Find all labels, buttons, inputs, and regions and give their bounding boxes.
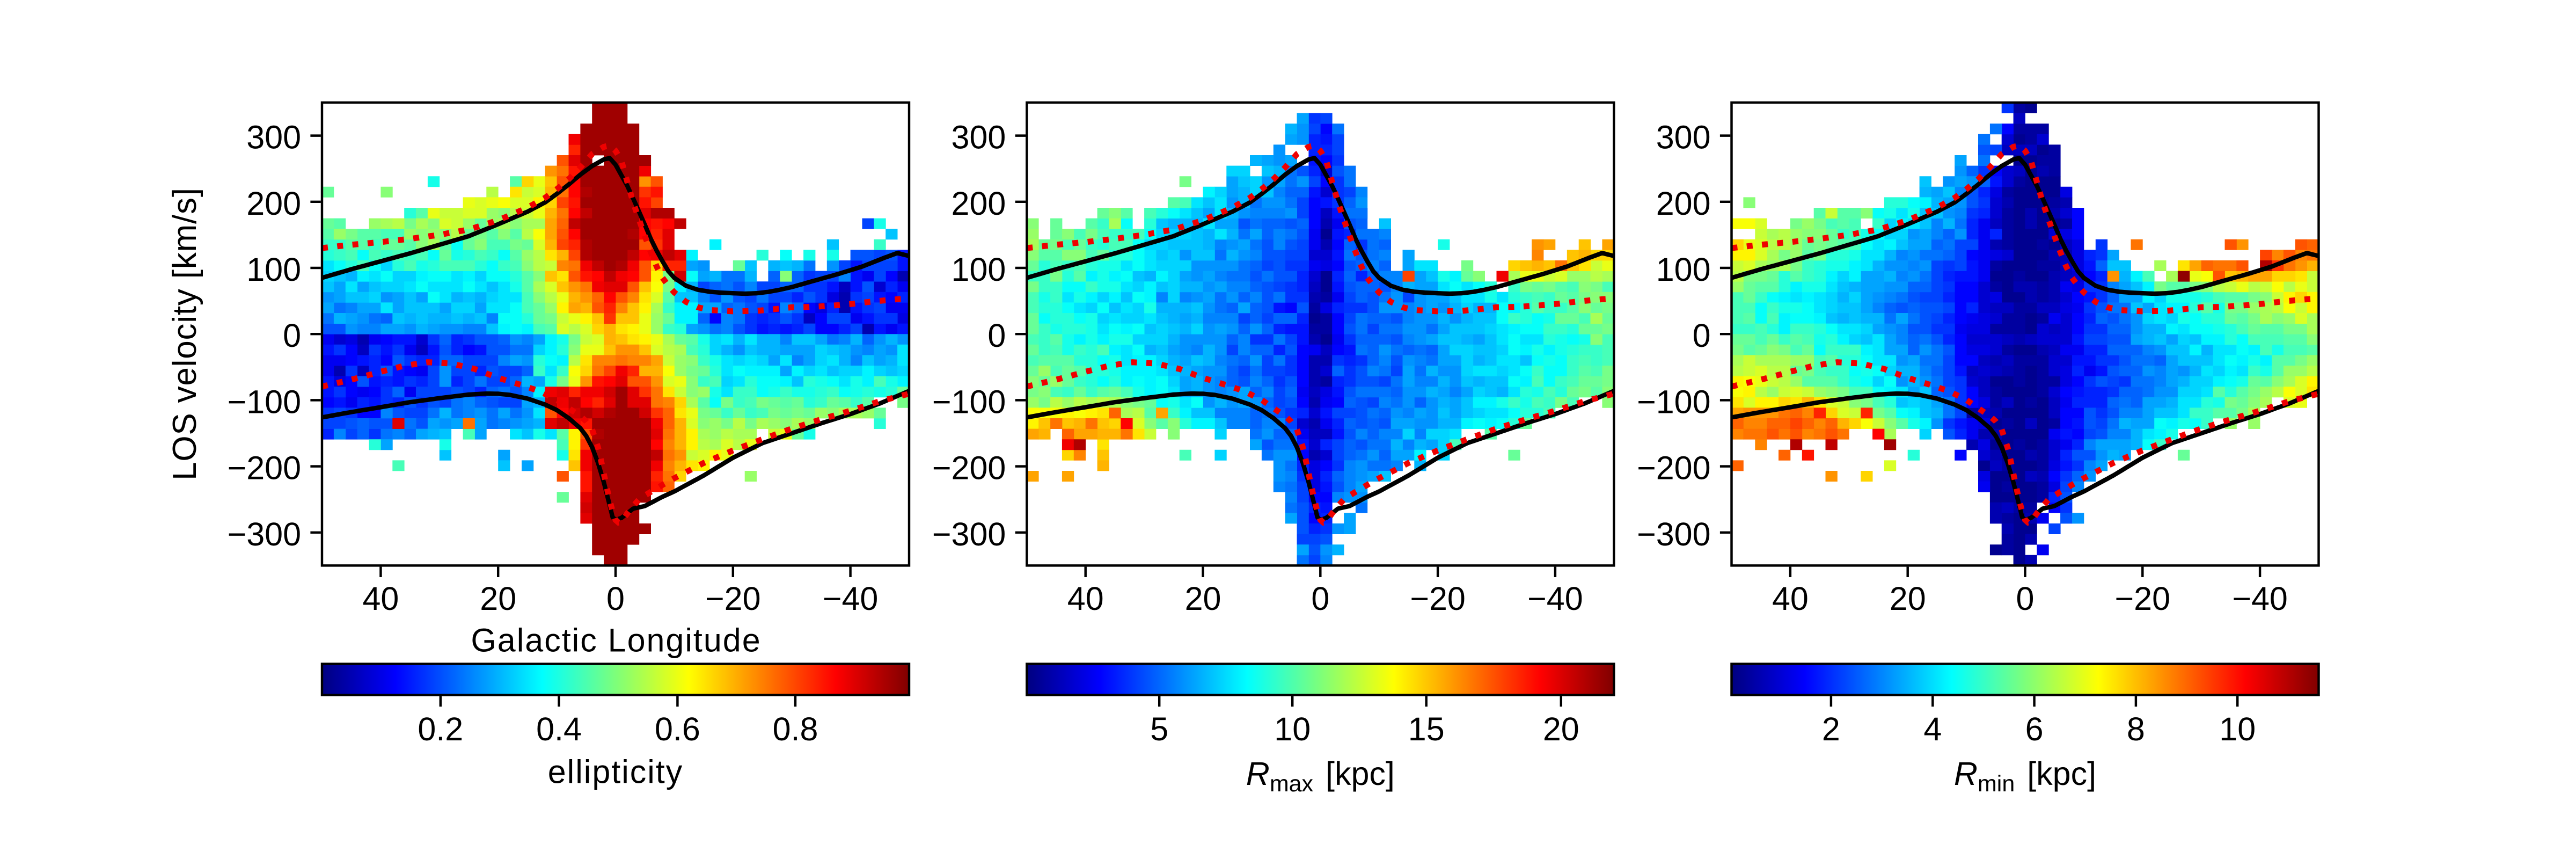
svg-text:LOS velocity [km/s]: LOS velocity [km/s]: [166, 187, 203, 481]
svg-text:15: 15: [1408, 711, 1445, 747]
svg-text:200: 200: [1656, 185, 1711, 222]
svg-text:0.2: 0.2: [418, 711, 463, 747]
svg-text:Rmin [kpc]: Rmin [kpc]: [1954, 755, 2096, 797]
svg-text:Galactic Longitude: Galactic Longitude: [471, 622, 761, 659]
svg-text:100: 100: [1656, 251, 1711, 288]
svg-text:0.4: 0.4: [536, 711, 582, 747]
svg-text:200: 200: [952, 185, 1006, 222]
svg-text:8: 8: [2127, 711, 2145, 747]
svg-text:0.6: 0.6: [655, 711, 700, 747]
svg-text:−200: −200: [228, 450, 301, 486]
svg-text:0: 0: [1311, 580, 1329, 617]
svg-text:300: 300: [952, 119, 1006, 156]
svg-text:20: 20: [1890, 580, 1926, 617]
svg-text:6: 6: [2025, 711, 2044, 747]
svg-text:40: 40: [362, 580, 399, 617]
svg-text:−40: −40: [1527, 580, 1583, 617]
svg-text:10: 10: [2219, 711, 2256, 747]
svg-text:−200: −200: [932, 450, 1006, 486]
svg-text:−200: −200: [1637, 450, 1710, 486]
svg-text:300: 300: [1656, 119, 1711, 156]
svg-text:−40: −40: [823, 580, 878, 617]
svg-text:0: 0: [283, 317, 301, 354]
svg-text:20: 20: [1543, 711, 1579, 747]
svg-text:ellipticity: ellipticity: [548, 754, 684, 790]
svg-text:−40: −40: [2232, 580, 2287, 617]
svg-text:5: 5: [1150, 711, 1168, 747]
svg-text:−300: −300: [1637, 516, 1710, 552]
svg-text:100: 100: [246, 251, 301, 288]
svg-text:−300: −300: [932, 516, 1006, 552]
svg-text:40: 40: [1772, 580, 1809, 617]
svg-text:0: 0: [1693, 317, 1711, 354]
svg-text:−20: −20: [2115, 580, 2170, 617]
svg-text:200: 200: [246, 185, 301, 222]
svg-text:−20: −20: [1410, 580, 1465, 617]
svg-text:100: 100: [952, 251, 1006, 288]
svg-text:4: 4: [1923, 711, 1942, 747]
svg-text:2: 2: [1822, 711, 1840, 747]
svg-text:40: 40: [1067, 580, 1104, 617]
svg-text:20: 20: [1185, 580, 1221, 617]
svg-text:−100: −100: [228, 383, 301, 420]
svg-text:300: 300: [246, 119, 301, 156]
svg-text:−300: −300: [228, 516, 301, 552]
svg-text:−100: −100: [932, 383, 1006, 420]
svg-text:10: 10: [1274, 711, 1311, 747]
svg-text:−20: −20: [705, 580, 760, 617]
svg-text:0: 0: [2016, 580, 2035, 617]
svg-text:0: 0: [606, 580, 625, 617]
svg-text:20: 20: [480, 580, 516, 617]
svg-text:Rmax [kpc]: Rmax [kpc]: [1246, 755, 1395, 797]
svg-text:0.8: 0.8: [773, 711, 818, 747]
svg-text:0: 0: [987, 317, 1006, 354]
svg-text:−100: −100: [1637, 383, 1710, 420]
